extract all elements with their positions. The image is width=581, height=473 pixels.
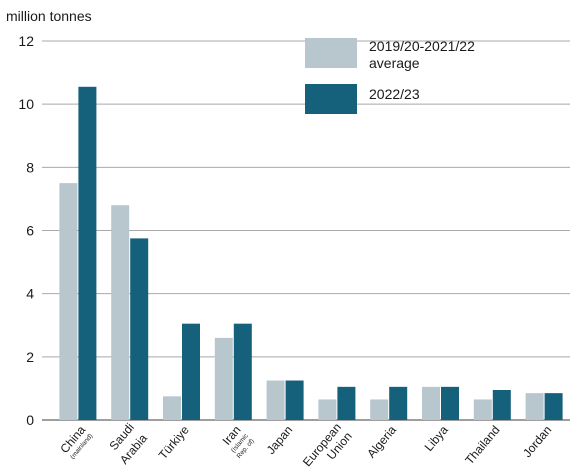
y-tick-label: 2 <box>26 349 34 365</box>
bar-average <box>163 396 181 420</box>
x-tick-label: Jordan <box>520 423 554 460</box>
legend-label-average-line2: average <box>369 55 420 71</box>
y-tick-label: 0 <box>26 412 34 428</box>
bar-2022-23 <box>441 386 459 420</box>
y-tick-label: 6 <box>26 223 34 239</box>
y-tick-label: 4 <box>26 286 34 302</box>
legend: 2019/20-2021/22 average 2022/23 <box>305 38 499 114</box>
x-tick-label-group: Algeria <box>364 423 399 461</box>
bars <box>59 86 563 420</box>
bar-average <box>473 399 492 420</box>
x-tick-label-group: Japan <box>264 423 296 457</box>
bar-2022-23 <box>337 386 356 420</box>
y-axis-ticks: 0 2 4 6 8 10 12 <box>18 33 34 428</box>
bar-average <box>214 337 233 420</box>
x-tick-label: Thailand <box>462 423 502 467</box>
legend-label-average-line1: 2019/20-2021/22 <box>369 38 475 54</box>
y-axis-unit-label: million tonnes <box>6 8 92 24</box>
bar-average <box>422 386 440 420</box>
bar-2022-23 <box>544 393 563 420</box>
legend-item-2022-23: 2022/23 <box>305 84 499 114</box>
bar-2022-23 <box>389 386 408 420</box>
bar-2022-23 <box>130 238 149 420</box>
bar-2022-23 <box>285 380 304 420</box>
x-tick-label-group: Jordan <box>520 423 554 460</box>
y-tick-label: 8 <box>26 159 34 175</box>
legend-label-2022-23: 2022/23 <box>369 86 420 102</box>
x-tick-label-group: China(mainland) <box>57 423 94 461</box>
bar-average <box>111 205 130 420</box>
x-tick-label: Libya <box>422 423 451 454</box>
y-tick-label: 12 <box>18 33 34 49</box>
x-tick-label-group: Thailand <box>462 423 502 467</box>
legend-item-average: 2019/20-2021/22 average <box>305 38 499 72</box>
legend-swatch-average <box>305 38 357 68</box>
x-tick-label: Algeria <box>364 423 399 461</box>
bar-2022-23 <box>492 389 511 420</box>
bar-2022-23 <box>78 86 97 420</box>
legend-swatch-2022-23 <box>305 84 357 114</box>
bar-average <box>59 183 78 420</box>
bar-2022-23 <box>233 323 252 420</box>
x-tick-label-group: Türkiye <box>156 423 192 462</box>
bar-average <box>266 380 285 420</box>
bar-average <box>525 393 544 420</box>
x-tick-label: Japan <box>264 423 296 457</box>
y-tick-label: 10 <box>18 96 34 112</box>
bar-average <box>370 399 389 420</box>
bar-2022-23 <box>182 323 200 420</box>
x-tick-label-group: Libya <box>422 423 451 454</box>
x-tick-label: Türkiye <box>156 423 192 462</box>
bar-average <box>318 399 337 420</box>
